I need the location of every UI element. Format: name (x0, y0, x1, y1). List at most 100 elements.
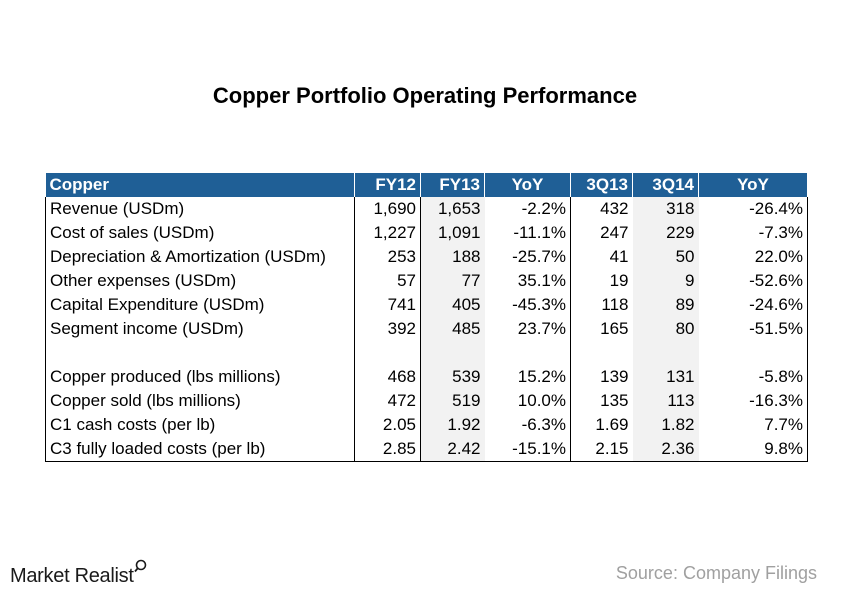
row-label: Copper produced (lbs millions) (45, 365, 355, 389)
table-cell: 80 (632, 317, 699, 341)
table-cell: 1,227 (354, 221, 421, 245)
table-cell: 57 (354, 269, 421, 293)
table-cell (571, 341, 633, 365)
performance-table: Copper FY12 FY13 YoY 3Q13 3Q14 YoY Reven… (45, 173, 808, 462)
table-cell (354, 341, 421, 365)
table-cell: 139 (600, 367, 629, 386)
table-cell: -6.3% (484, 413, 571, 437)
table-cell: 247 (600, 223, 629, 242)
table-cell: 165 (600, 319, 629, 338)
table-row: Segment income (USDm) 392 485 23.7% 165 80 -51… (45, 317, 808, 341)
table-cell (420, 341, 485, 365)
table-cell: 10.0% (484, 389, 571, 413)
column-header: YoY (698, 173, 808, 197)
table-cell: 472 (354, 389, 421, 413)
table-cell: -16.3% (698, 389, 808, 413)
table-cell: 35.1% (484, 269, 571, 293)
table-cell: 41 (609, 247, 629, 266)
row-label: Cost of sales (USDm) (45, 221, 355, 245)
table-cell: 519 (420, 389, 485, 413)
row-label: C3 fully loaded costs (per lb) (45, 437, 355, 462)
table-row: Revenue (USDm) 1,690 1,653 -2.2% 432 318 -26.4… (45, 197, 808, 221)
row-label: Depreciation & Amortization (USDm) (45, 245, 355, 269)
table-cell: 188 (420, 245, 485, 269)
table-cell (698, 341, 808, 365)
table-cell: 741 (354, 293, 421, 317)
market-realist-logo: Market Realist (10, 559, 148, 588)
table-cell: 15.2% (484, 365, 571, 389)
table-cell: 135 (600, 391, 629, 410)
table-row: C1 cash costs (per lb) 2.05 1.92 -6.3% 1.69 1… (45, 413, 808, 437)
column-header: 3Q13 (570, 173, 633, 197)
row-label: Segment income (USDm) (45, 317, 355, 341)
table-cell: 1.92 (420, 413, 485, 437)
table-row: Depreciation & Amortization (USDm) 253 188… (45, 245, 808, 269)
source-note: Source: Company Filings (615, 563, 817, 583)
table-cell: 2.85 (354, 437, 421, 462)
row-label: C1 cash costs (per lb) (45, 413, 355, 437)
row-label: Copper sold (lbs millions) (45, 389, 355, 413)
column-header: YoY (484, 173, 571, 197)
table-cell: -15.1% (484, 437, 571, 462)
table-row: C3 fully loaded costs (per lb) 2.85 2.42 -1… (45, 437, 808, 462)
table-cell: 2.05 (354, 413, 421, 437)
logo-text: Market Realist (10, 565, 134, 587)
table-row: Capital Expenditure (USDm) 741 405 -45.3% 11… (45, 293, 808, 317)
table-cell: -52.6% (698, 269, 808, 293)
table-cell: 468 (354, 365, 421, 389)
table-cell: -24.6% (698, 293, 808, 317)
table-cell: -25.7% (484, 245, 571, 269)
table-cell: 2.36 (632, 437, 699, 462)
table-cell: 7.7% (698, 413, 808, 437)
column-header: FY12 (354, 173, 421, 197)
table-cell: 253 (354, 245, 421, 269)
magnifier-icon (133, 556, 148, 573)
table-cell: 22.0% (698, 245, 808, 269)
table-cell: 405 (420, 293, 485, 317)
table-cell: 89 (632, 293, 699, 317)
table-cell: 392 (354, 317, 421, 341)
table-cell: 2.42 (420, 437, 485, 462)
table-cell: 539 (420, 365, 485, 389)
table-cell: -5.8% (698, 365, 808, 389)
table-row: Cost of sales (USDm) 1,227 1,091 -11.1% 247 2… (45, 221, 808, 245)
table-row: Copper produced (lbs millions) 468 539 15.2… (45, 365, 808, 389)
table-cell: 1.82 (632, 413, 699, 437)
table-cell: 9.8% (698, 437, 808, 462)
table-cell: 23.7% (484, 317, 571, 341)
table-row: Copper sold (lbs millions) 472 519 10.0% 135… (45, 389, 808, 413)
table-cell: -45.3% (484, 293, 571, 317)
table-cell: 19 (609, 271, 629, 290)
table-cell: 77 (420, 269, 485, 293)
table-cell: 131 (632, 365, 699, 389)
table-cell: 2.15 (570, 437, 633, 462)
table-cell: 1,091 (420, 221, 485, 245)
table-cell: 485 (420, 317, 485, 341)
table-cell: 1,690 (354, 197, 421, 221)
header-row: Copper FY12 FY13 YoY 3Q13 3Q14 YoY (45, 173, 808, 197)
table-cell: 1,653 (420, 197, 485, 221)
table-cell: 50 (632, 245, 699, 269)
table-cell: -11.1% (484, 221, 571, 245)
chart-title: Copper Portfolio Operating Performance (212, 83, 638, 108)
row-label (45, 341, 355, 365)
table-cell: -51.5% (698, 317, 808, 341)
table-cell: 113 (632, 389, 699, 413)
table-cell: 1.69 (595, 415, 629, 434)
table-cell: 318 (632, 197, 699, 221)
table-cell: 9 (632, 269, 699, 293)
table-cell: -2.2% (484, 197, 571, 221)
table-cell (632, 341, 699, 365)
table-cell: -7.3% (698, 221, 808, 245)
row-label: Revenue (USDm) (45, 197, 355, 221)
column-header: Copper (45, 173, 355, 197)
column-header: 3Q14 (632, 173, 699, 197)
table-row: Other expenses (USDm) 57 77 35.1% 19 9 -52.6% (45, 269, 808, 293)
table-row (45, 341, 808, 365)
column-header: FY13 (420, 173, 485, 197)
table-cell: 118 (601, 295, 629, 314)
table-cell: 432 (600, 199, 629, 218)
table-cell (484, 341, 571, 365)
table-cell: 229 (632, 221, 699, 245)
table-cell: -26.4% (698, 197, 808, 221)
